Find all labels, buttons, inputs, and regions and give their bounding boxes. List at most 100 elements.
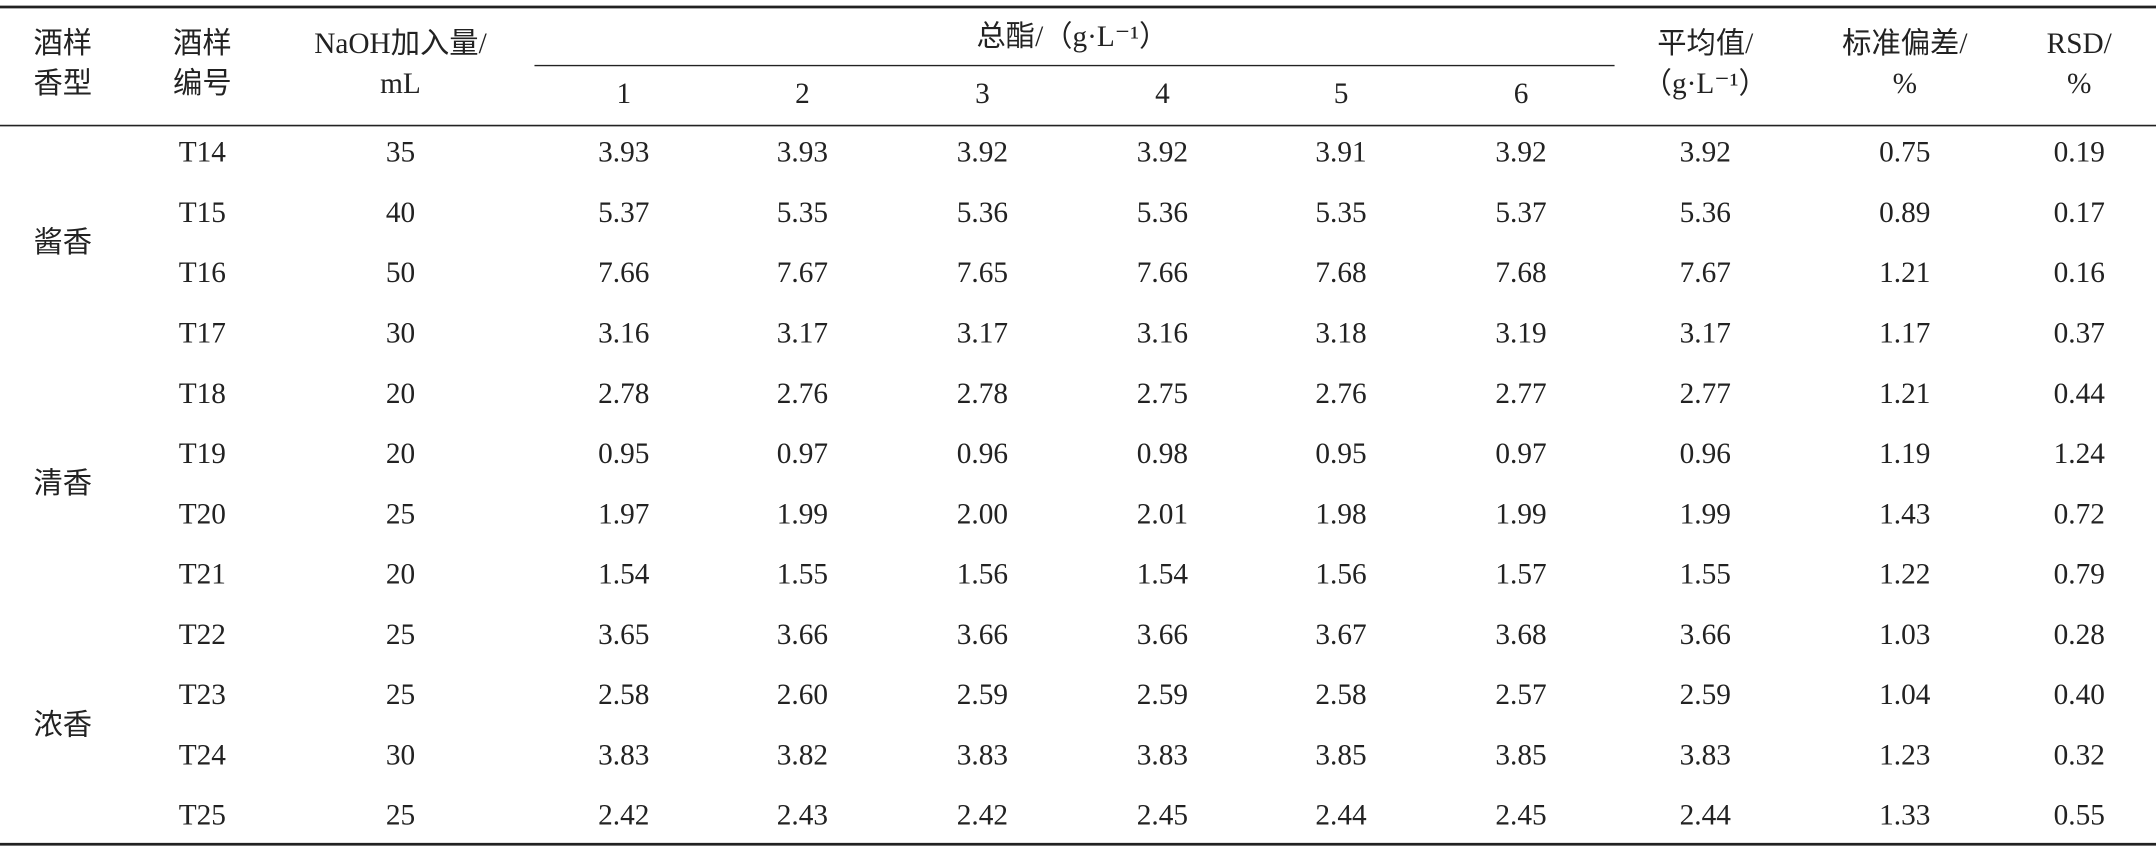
- header-sub: 5: [1334, 78, 1349, 110]
- table-cell: 7.66: [598, 257, 649, 289]
- header-sub: 4: [1155, 78, 1170, 110]
- table-cell: 3.17: [957, 317, 1008, 349]
- table-cell: 20: [386, 378, 415, 410]
- table-cell: 0.79: [2054, 559, 2105, 591]
- table-cell: 5.35: [1315, 197, 1366, 229]
- table-cell: 1.04: [1879, 679, 1931, 711]
- header-cell: 平均值/: [1657, 27, 1754, 60]
- header-sub: 6: [1514, 78, 1529, 110]
- table-cell: 2.44: [1680, 800, 1732, 832]
- header-cell: 酒样: [173, 27, 232, 60]
- table-cell: 1.56: [1315, 559, 1366, 591]
- table-cell: 0.19: [2054, 137, 2105, 169]
- header-sub: 2: [795, 78, 810, 110]
- table-cell: T22: [179, 619, 226, 651]
- table-cell: 5.35: [777, 197, 828, 229]
- table-cell: 0.89: [1879, 197, 1930, 229]
- table-cell: 7.68: [1315, 257, 1366, 289]
- header-cell: %: [1893, 68, 1917, 100]
- table-cell: 30: [386, 317, 415, 349]
- table-cell: 0.96: [957, 438, 1008, 470]
- table-cell: 2.57: [1495, 679, 1546, 711]
- table-cell: 2.76: [777, 378, 828, 410]
- table-cell: 1.03: [1879, 619, 1930, 651]
- table-cell: 1.21: [1879, 378, 1930, 410]
- table-cell: 2.76: [1315, 378, 1366, 410]
- table-cell: 50: [386, 257, 415, 289]
- table-cell: 3.66: [957, 619, 1008, 651]
- table-cell: 0.44: [2054, 378, 2106, 410]
- table-cell: 1.23: [1879, 739, 1930, 771]
- table-cell: 3.92: [1680, 137, 1731, 169]
- table-cell: 3.83: [1137, 739, 1188, 771]
- table-cell: 1.22: [1879, 559, 1930, 591]
- table-cell: 3.16: [598, 317, 649, 349]
- table-cell: 1.99: [777, 498, 828, 530]
- header-sub: 3: [975, 78, 990, 110]
- table-cell: 3.92: [957, 137, 1008, 169]
- table-cell: 1.33: [1879, 800, 1930, 832]
- table-cell: 3.68: [1495, 619, 1546, 651]
- table-cell: 3.93: [598, 137, 649, 169]
- table-cell: 5.37: [598, 197, 649, 229]
- table-cell: 20: [386, 559, 415, 591]
- table-cell: 0.28: [2054, 619, 2105, 651]
- table-cell: 2.75: [1137, 378, 1188, 410]
- table-cell: 3.85: [1495, 739, 1546, 771]
- table-cell: 1.24: [2054, 438, 2106, 470]
- table-cell: 2.44: [1315, 800, 1367, 832]
- group-label: 浓香: [34, 708, 93, 741]
- table-cell: 25: [386, 679, 415, 711]
- table-cell: 3.18: [1315, 317, 1366, 349]
- table-cell: 2.60: [777, 679, 828, 711]
- table-cell: 0.17: [2054, 197, 2105, 229]
- table-cell: T18: [179, 378, 226, 410]
- header-cell: 编号: [173, 67, 232, 100]
- table-cell: 3.91: [1315, 137, 1366, 169]
- table-cell: 1.55: [777, 559, 828, 591]
- table-cell: 0.16: [2054, 257, 2105, 289]
- table-cell: 3.17: [777, 317, 828, 349]
- table-cell: 1.17: [1879, 317, 1930, 349]
- table-cell: 3.66: [1137, 619, 1188, 651]
- table-cell: 1.21: [1879, 257, 1930, 289]
- table-cell: 1.56: [957, 559, 1008, 591]
- header-cell: 酒样: [34, 27, 93, 60]
- table-cell: 2.59: [1680, 679, 1731, 711]
- table-cell: 2.77: [1680, 378, 1731, 410]
- table-cell: 2.01: [1137, 498, 1188, 530]
- table-cell: 3.92: [1495, 137, 1546, 169]
- table-cell: 2.58: [598, 679, 649, 711]
- table-cell: 25: [386, 800, 415, 832]
- group-label: 酱香: [34, 226, 93, 259]
- table-cell: 0.98: [1137, 438, 1188, 470]
- table-cell: 7.67: [1680, 257, 1731, 289]
- table-cell: 1.19: [1879, 438, 1930, 470]
- table-cell: 2.58: [1315, 679, 1366, 711]
- table-cell: 25: [386, 498, 415, 530]
- table-cell: 2.78: [598, 378, 649, 410]
- table-cell: 30: [386, 739, 415, 771]
- table-cell: 0.97: [1495, 438, 1546, 470]
- header-cell: 香型: [34, 67, 93, 100]
- table-cell: 3.83: [598, 739, 649, 771]
- table-cell: 1.54: [1137, 559, 1189, 591]
- table-cell: T14: [179, 137, 227, 169]
- header-cell: （g·L⁻¹）: [1643, 68, 1768, 100]
- table-cell: 0.95: [598, 438, 649, 470]
- header-cell: mL: [380, 68, 421, 100]
- table-cell: 7.67: [777, 257, 828, 289]
- table-cell: 3.67: [1315, 619, 1366, 651]
- table-cell: 1.98: [1315, 498, 1366, 530]
- table-cell: 0.97: [777, 438, 828, 470]
- table-cell: 1.55: [1680, 559, 1731, 591]
- table-cell: 2.78: [957, 378, 1008, 410]
- table-cell: 3.85: [1315, 739, 1366, 771]
- table-cell: 2.45: [1137, 800, 1188, 832]
- table-cell: 0.95: [1315, 438, 1366, 470]
- table-cell: T19: [179, 438, 226, 470]
- table-cell: 3.92: [1137, 137, 1188, 169]
- table-cell: 2.45: [1495, 800, 1546, 832]
